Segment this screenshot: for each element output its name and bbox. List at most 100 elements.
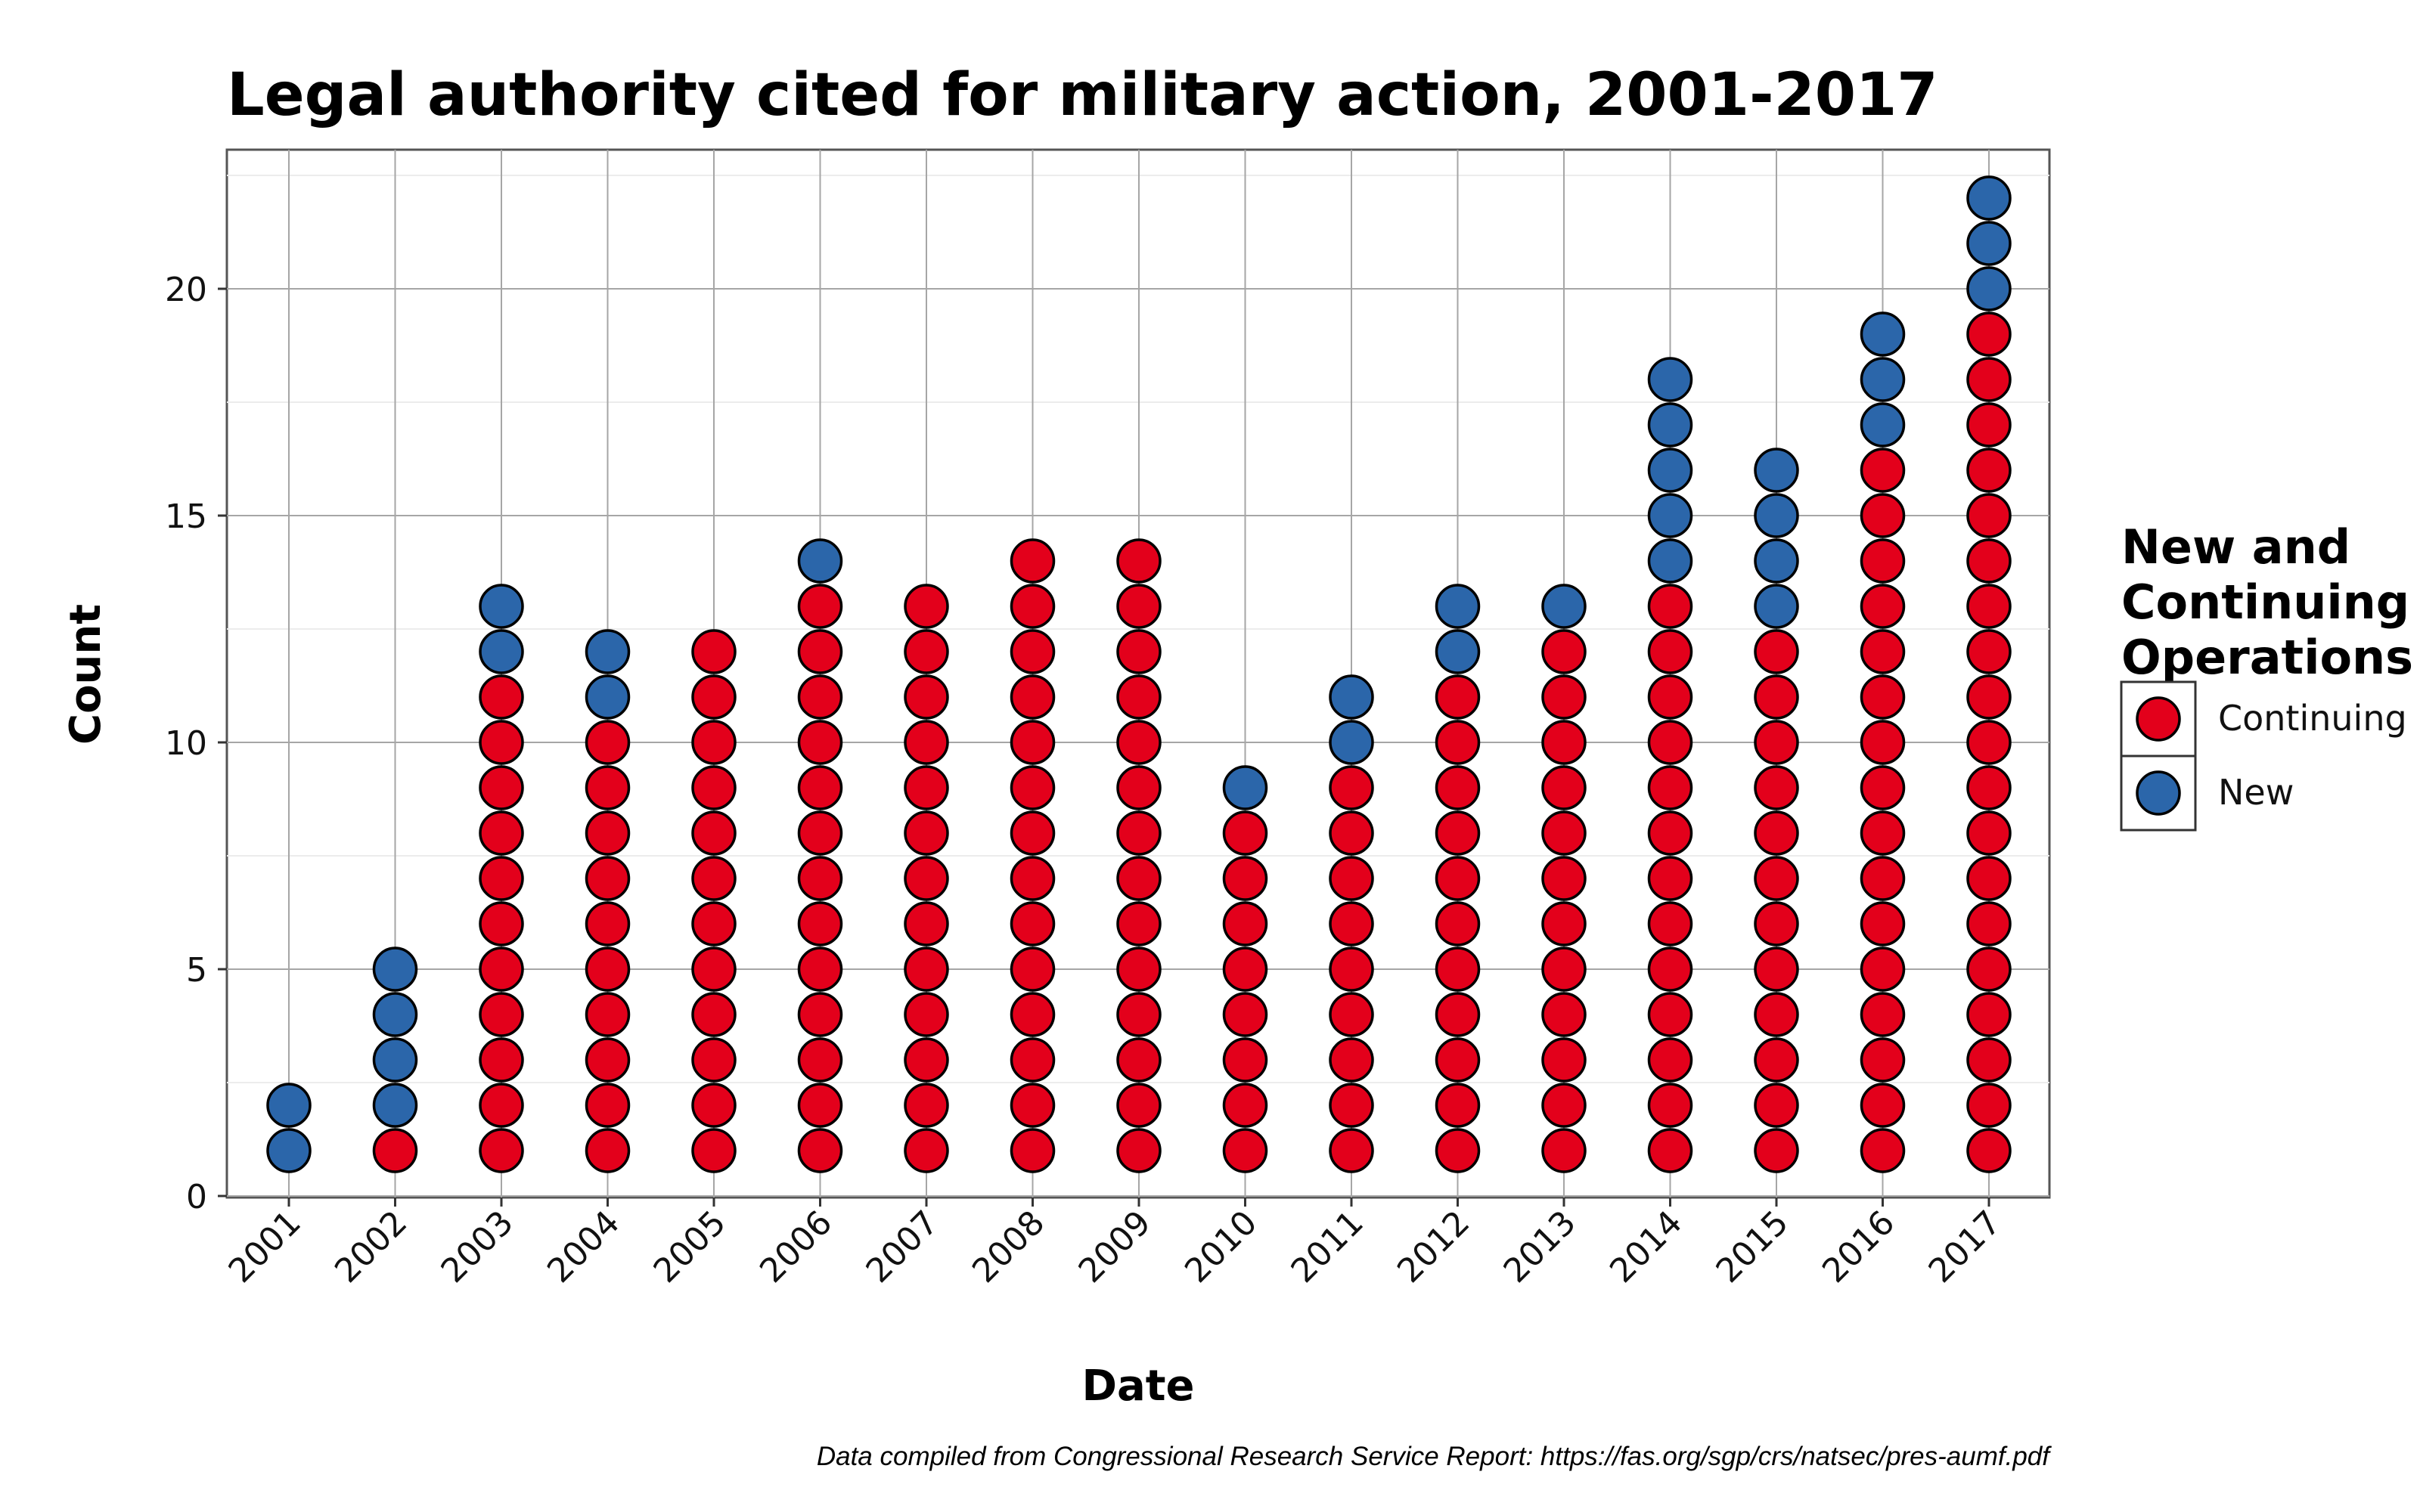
dot-new <box>1222 765 1268 810</box>
x-axis-title: Date <box>1081 1362 1194 1411</box>
dot-continuing <box>1966 901 2012 947</box>
dot-continuing <box>691 1128 737 1173</box>
dot-continuing <box>1116 901 1162 947</box>
dot-continuing <box>1435 992 1481 1037</box>
dot-continuing <box>904 947 949 992</box>
dot-continuing <box>1860 448 1906 493</box>
dot-continuing <box>1966 947 2012 992</box>
dot-new <box>797 538 843 584</box>
dot-continuing <box>797 674 843 720</box>
dot-continuing <box>1010 901 1056 947</box>
dot-continuing <box>1754 674 1799 720</box>
dot-continuing <box>1541 629 1587 674</box>
dot-continuing <box>1860 810 1906 856</box>
dot-continuing <box>1754 992 1799 1037</box>
dot-continuing <box>1966 765 2012 810</box>
dot-continuing <box>1541 765 1587 810</box>
dot-continuing <box>1647 765 1693 810</box>
dot-continuing <box>1222 1128 1268 1173</box>
dot-continuing <box>1754 1128 1799 1173</box>
dot-continuing <box>1966 448 2012 493</box>
dot-new <box>372 992 418 1037</box>
dot-continuing <box>1116 1037 1162 1083</box>
dot-new <box>1860 311 1906 357</box>
dot-continuing <box>1966 629 2012 674</box>
dot-continuing <box>585 1083 631 1128</box>
x-tick-label: 2017 <box>1922 1204 2009 1290</box>
x-tick-label: 2013 <box>1497 1204 1584 1290</box>
dot-continuing <box>797 1128 843 1173</box>
dot-continuing <box>1647 992 1693 1037</box>
dot-continuing <box>1754 1083 1799 1128</box>
dot-continuing <box>1647 674 1693 720</box>
dot-continuing <box>797 947 843 992</box>
dot-continuing <box>1010 992 1056 1037</box>
dot-continuing <box>1116 584 1162 629</box>
dot-continuing <box>1754 765 1799 810</box>
dot-continuing <box>1860 584 1906 629</box>
dot-continuing <box>1966 992 2012 1037</box>
dot-continuing <box>479 765 524 810</box>
dot-continuing <box>1010 810 1056 856</box>
x-tick-label: 2008 <box>965 1204 1052 1290</box>
dot-continuing <box>1329 1037 1374 1083</box>
dot-continuing <box>904 856 949 901</box>
dot-continuing <box>1966 357 2012 402</box>
dot-continuing <box>691 1037 737 1083</box>
dot-continuing <box>1116 674 1162 720</box>
dot-continuing <box>1966 493 2012 538</box>
dot-continuing <box>1222 810 1268 856</box>
dot-continuing <box>1541 992 1587 1037</box>
dot-continuing <box>1010 947 1056 992</box>
dot-continuing <box>904 765 949 810</box>
dot-new <box>266 1128 312 1173</box>
dot-new <box>1966 221 2012 266</box>
dot-continuing <box>797 765 843 810</box>
dot-new <box>585 674 631 720</box>
dot-continuing <box>1647 1128 1693 1173</box>
dot-continuing <box>1435 947 1481 992</box>
dot-new <box>1754 493 1799 538</box>
legend: New and Continuing Operations Continuing… <box>2120 519 2413 832</box>
dot-continuing <box>1966 402 2012 448</box>
dot-continuing <box>1010 856 1056 901</box>
x-tick-label: 2007 <box>859 1204 946 1290</box>
dot-continuing <box>1222 1037 1268 1083</box>
dot-continuing <box>1435 674 1481 720</box>
dot-continuing <box>797 629 843 674</box>
dot-new <box>1860 402 1906 448</box>
x-tick-label: 2015 <box>1709 1204 1796 1290</box>
y-tick-label: 0 <box>186 1178 207 1216</box>
dot-continuing <box>1010 538 1056 584</box>
dot-new <box>1754 538 1799 584</box>
dot-continuing <box>904 810 949 856</box>
dot-continuing <box>1010 765 1056 810</box>
dot-continuing <box>797 810 843 856</box>
dot-continuing <box>1754 720 1799 765</box>
dot-continuing <box>1754 856 1799 901</box>
dot-continuing <box>1435 765 1481 810</box>
dot-continuing <box>1647 1037 1693 1083</box>
dot-continuing <box>1647 720 1693 765</box>
dot-continuing <box>1541 720 1587 765</box>
dot-continuing <box>1541 1083 1587 1128</box>
dot-continuing <box>1435 1083 1481 1128</box>
dot-continuing <box>797 856 843 901</box>
dot-continuing <box>1541 674 1587 720</box>
dot-continuing <box>691 856 737 901</box>
dot-continuing <box>797 1083 843 1128</box>
dot-continuing <box>479 992 524 1037</box>
dot-continuing <box>479 720 524 765</box>
dot-continuing <box>1754 810 1799 856</box>
dot-continuing <box>797 720 843 765</box>
dot-continuing <box>1222 856 1268 901</box>
dot-continuing <box>1647 810 1693 856</box>
dot-new <box>1329 720 1374 765</box>
dot-continuing <box>1860 765 1906 810</box>
legend-label-new: New <box>2218 772 2294 813</box>
dot-continuing <box>1966 720 2012 765</box>
dot-continuing <box>1754 1037 1799 1083</box>
x-tick-label: 2014 <box>1602 1204 1689 1290</box>
dot-continuing <box>1541 947 1587 992</box>
